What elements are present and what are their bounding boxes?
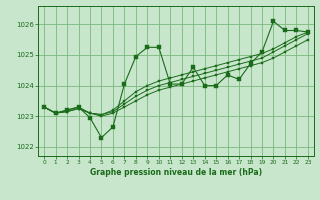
X-axis label: Graphe pression niveau de la mer (hPa): Graphe pression niveau de la mer (hPa) (90, 168, 262, 177)
